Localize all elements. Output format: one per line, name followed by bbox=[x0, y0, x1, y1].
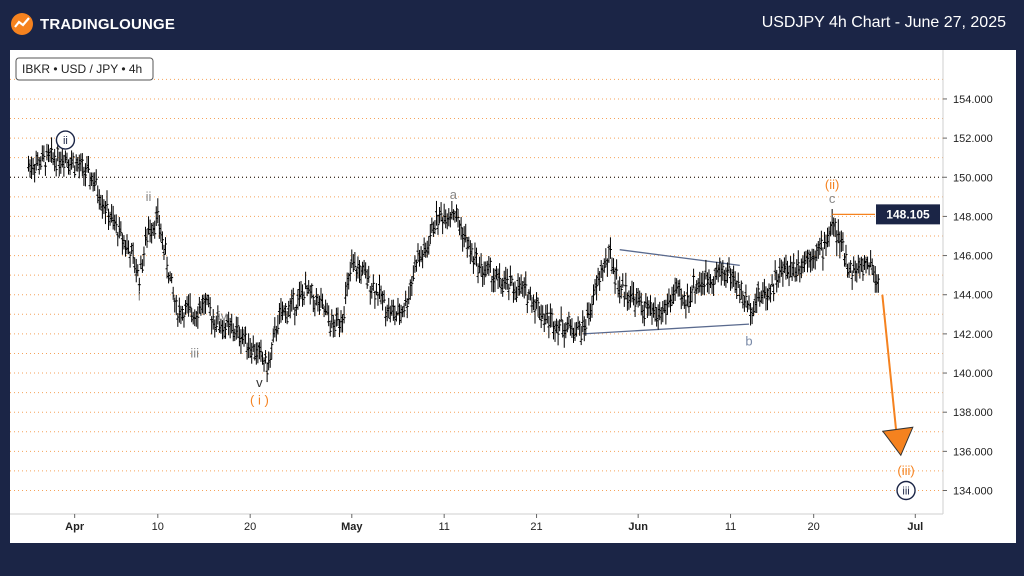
wave-label: c bbox=[829, 191, 836, 206]
symbol-label: IBKR • USD / JPY • 4h bbox=[22, 62, 142, 76]
brand-logo: TRADINGLOUNGE bbox=[10, 12, 175, 36]
triangle-upper-line bbox=[619, 249, 740, 267]
brand-name: TRADINGLOUNGE bbox=[40, 15, 176, 33]
y-tick-label: 144.000 bbox=[953, 290, 993, 302]
y-tick-label: 148.000 bbox=[953, 211, 993, 223]
price-tag-label: 148.105 bbox=[886, 207, 930, 221]
x-tick-label: 20 bbox=[244, 521, 256, 533]
x-tick-label: 10 bbox=[152, 521, 164, 533]
price-tag-box bbox=[876, 204, 940, 225]
y-tick-label: 146.000 bbox=[953, 251, 993, 263]
x-tick-label: Jun bbox=[628, 521, 648, 533]
y-tick-label: 142.000 bbox=[953, 329, 993, 341]
chart-frame: 154.000 152.000 150.000 148.000 146.000 144.0… bbox=[10, 50, 1016, 543]
y-tick-label: 152.000 bbox=[953, 133, 993, 145]
logo-icon bbox=[11, 13, 33, 35]
x-tick-label: 11 bbox=[438, 521, 449, 533]
wave-label: ( i ) bbox=[250, 392, 269, 407]
wave-label: i bbox=[138, 289, 141, 304]
wave-label: ii bbox=[63, 135, 68, 147]
wave-label: iii bbox=[190, 345, 199, 360]
x-tick-label: Jul bbox=[907, 521, 923, 533]
x-tick-label: 11 bbox=[725, 521, 736, 533]
triangle-lower-line bbox=[582, 323, 750, 335]
symbol-box bbox=[15, 57, 154, 81]
x-tick-label: May bbox=[341, 521, 363, 533]
y-tick-label: 138.000 bbox=[953, 407, 993, 419]
wave-label: (ii) bbox=[825, 177, 839, 192]
wave-label-circle bbox=[896, 480, 916, 501]
wave-label: iii bbox=[902, 486, 909, 498]
wave-label-circle bbox=[55, 130, 76, 150]
price-chart[interactable]: 154.000 152.000 150.000 148.000 146.000 144.0… bbox=[10, 50, 1016, 543]
y-tick-label: 150.000 bbox=[953, 172, 993, 184]
y-tick-label: 154.000 bbox=[953, 94, 993, 106]
wave-label: iv bbox=[218, 308, 228, 323]
y-tick-label: 136.000 bbox=[953, 446, 993, 458]
wave-label: b bbox=[745, 334, 752, 349]
wave-label: (iii) bbox=[897, 463, 914, 478]
x-tick-label: 20 bbox=[808, 521, 820, 533]
projection-arrow-line bbox=[881, 294, 898, 438]
x-tick-label: 21 bbox=[530, 521, 542, 533]
x-tick-label: Apr bbox=[65, 521, 85, 533]
y-tick-label: 140.000 bbox=[953, 368, 993, 380]
page-title: USDJPY 4h Chart - June 27, 2025 bbox=[761, 14, 1006, 31]
wave-label: a bbox=[450, 187, 458, 202]
header-bar: TRADINGLOUNGE USDJPY 4h Chart - June 27,… bbox=[0, 0, 1024, 48]
wave-label: v bbox=[256, 375, 263, 390]
y-tick-label: 134.000 bbox=[953, 486, 993, 498]
projection-arrow-head bbox=[881, 426, 914, 457]
wave-label: ii bbox=[146, 189, 152, 204]
